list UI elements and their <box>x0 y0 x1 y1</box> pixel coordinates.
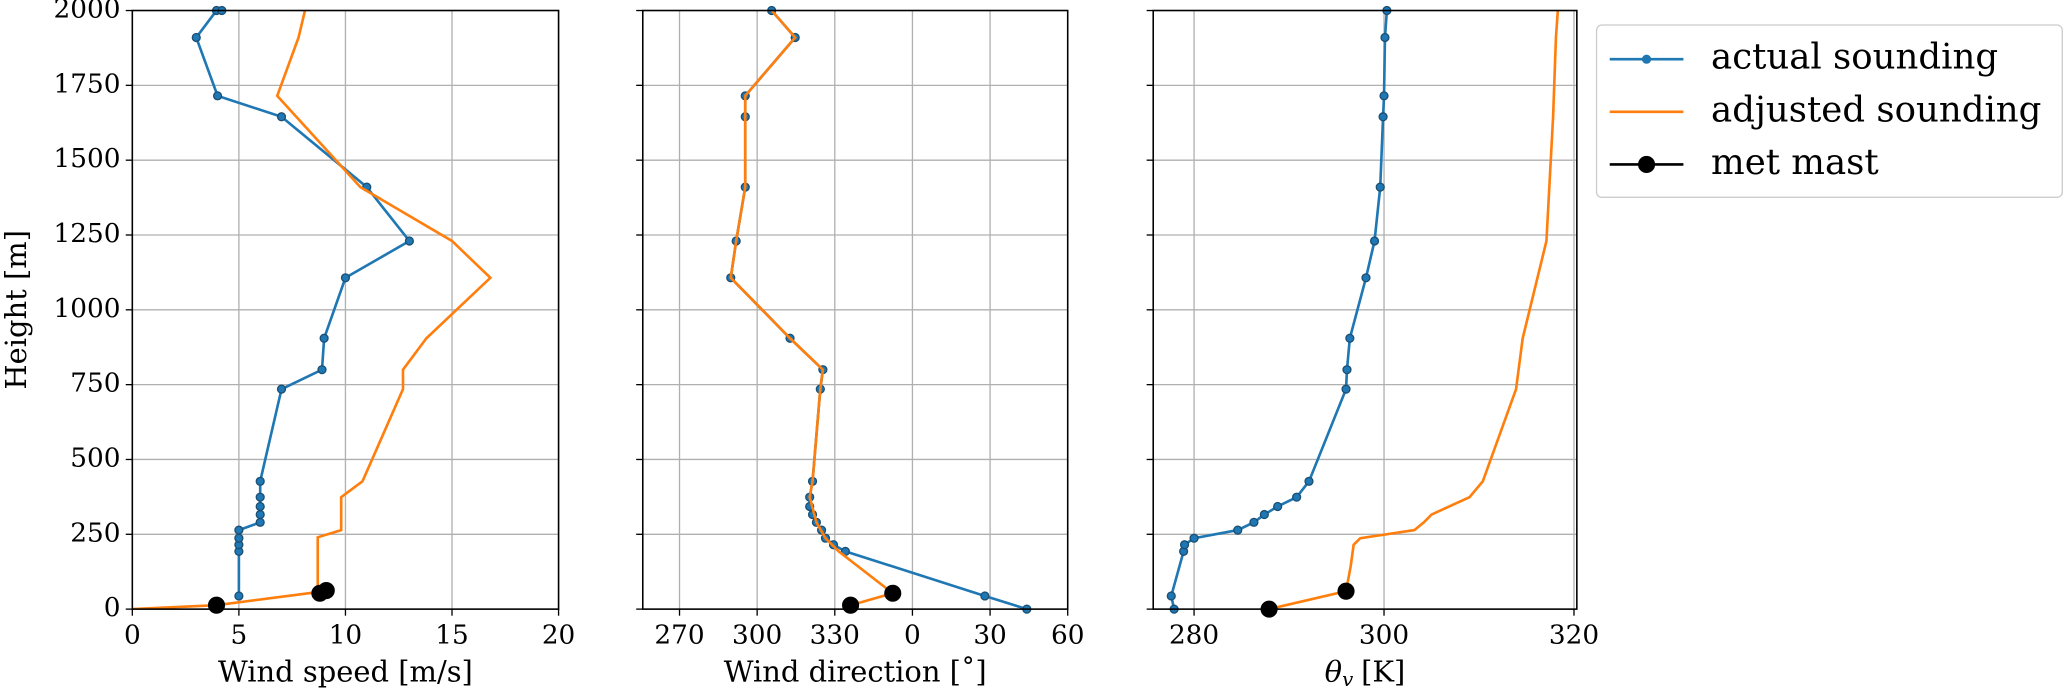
x-tick-label: 330 <box>810 621 860 651</box>
x-axis-label-unit: [K] <box>1361 655 1405 689</box>
y-tick-label: 250 <box>70 518 120 548</box>
met-mast-point <box>842 596 860 614</box>
sounding-point <box>1379 91 1389 101</box>
x-axis-label-symbol: θ <box>1325 655 1342 689</box>
axes-frame <box>131 9 560 610</box>
sounding-point <box>255 517 265 527</box>
x-tick-label: 280 <box>1169 621 1219 651</box>
y-axis-label: Height [m] <box>0 230 33 390</box>
met-mast-point <box>207 596 226 614</box>
x-axis-label-subscript: v <box>1342 668 1353 691</box>
sounding-point <box>276 384 287 394</box>
sounding-point <box>255 476 265 486</box>
y-tick-label: 1250 <box>54 219 121 249</box>
y-tick-label: 750 <box>70 369 120 399</box>
sounding-point <box>1378 112 1388 122</box>
sounding-point <box>340 273 351 283</box>
x-tick-label: 60 <box>1051 621 1084 651</box>
y-tick-label: 1750 <box>54 69 121 99</box>
sounding-point <box>255 509 265 520</box>
sounding-point <box>1189 533 1199 543</box>
x-tick-label: 270 <box>654 621 704 651</box>
axes-frame <box>641 9 1069 610</box>
y-tick-label: 0 <box>104 593 121 623</box>
sounding-point <box>1345 333 1355 343</box>
legend-label: adjusted sounding <box>1711 89 2041 130</box>
sounding-point <box>255 501 265 512</box>
sounding-point <box>1166 591 1176 601</box>
sounding-point <box>980 591 990 601</box>
sounding-point <box>1233 525 1243 535</box>
y-tick-label: 500 <box>70 443 120 473</box>
x-tick-label: 300 <box>1359 621 1409 651</box>
sounding-point <box>234 533 244 543</box>
legend-label: met mast <box>1711 142 1879 183</box>
sounding-point <box>1361 273 1371 283</box>
sounding-point <box>404 236 414 246</box>
sounding-point <box>276 112 287 122</box>
x-tick-label: 15 <box>435 621 468 651</box>
sounding-point <box>1375 182 1385 192</box>
sounding-point <box>1292 492 1302 502</box>
y-tick-label: 2000 <box>54 0 121 25</box>
y-tick-label: 1500 <box>54 144 121 174</box>
series-line <box>729 10 896 607</box>
x-tick-label: 30 <box>973 621 1006 651</box>
x-axis-label: Wind direction [˚] <box>724 655 987 689</box>
sounding-point <box>1273 501 1283 512</box>
x-tick-label: 0 <box>124 621 141 651</box>
sounding-point <box>1369 236 1380 246</box>
met-mast-point <box>884 584 902 602</box>
x-axis-label: Wind speed [m/s] <box>218 655 473 689</box>
sounding-point <box>317 365 327 375</box>
sounding-point <box>1249 517 1259 527</box>
sounding-point <box>1304 476 1314 486</box>
x-tick-label: 20 <box>542 621 575 651</box>
y-tick-label: 1000 <box>54 294 121 324</box>
series-line <box>132 10 493 610</box>
legend-marker <box>1638 155 1656 173</box>
legend-marker <box>1641 54 1652 64</box>
series-line <box>1268 10 1560 610</box>
met-mast-point <box>1337 582 1355 600</box>
x-tick-label: 0 <box>904 621 921 651</box>
sounding-point <box>234 591 244 601</box>
sounding-point <box>1341 384 1351 394</box>
legend-box <box>1595 24 2063 198</box>
x-axis-label: θv [K] <box>1325 655 1406 691</box>
axes-frame <box>1152 9 1578 610</box>
x-tick-label: 10 <box>329 621 362 651</box>
x-tick-label: 5 <box>231 621 248 651</box>
sounding-point <box>212 91 223 101</box>
sounding-point <box>234 525 244 535</box>
sounding-point <box>191 32 201 43</box>
sounding-point <box>1380 32 1390 43</box>
x-tick-label: 320 <box>1549 621 1599 651</box>
x-tick-label: 300 <box>732 621 782 651</box>
sounding-point <box>1342 365 1352 375</box>
sounding-point <box>1179 540 1190 550</box>
sounding-point <box>255 492 265 502</box>
sounding-point <box>1259 509 1269 520</box>
sounding-point <box>319 333 329 343</box>
legend-label: actual sounding <box>1711 37 1998 78</box>
met-mast-point <box>317 582 335 600</box>
